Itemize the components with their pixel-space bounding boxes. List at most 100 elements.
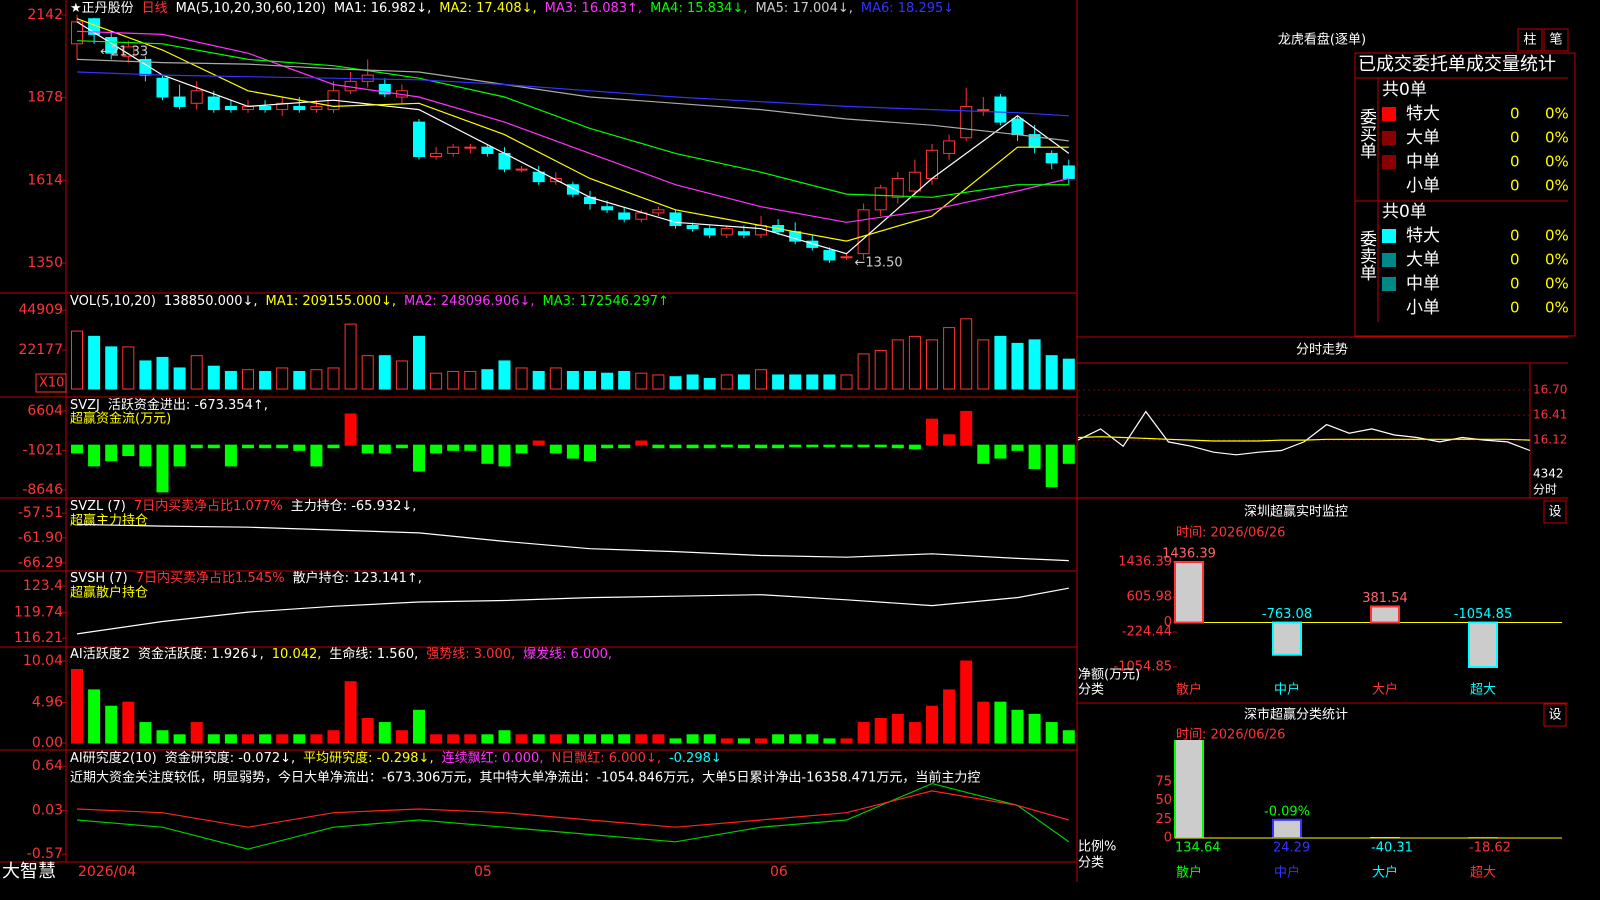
row-pct: 0%: [1545, 275, 1569, 293]
toggle-button[interactable]: [1543, 28, 1569, 52]
bar-group: [1174, 740, 1498, 838]
bar: [1468, 621, 1498, 669]
bar: [806, 734, 819, 744]
y-tick-label: 16.41: [1533, 408, 1567, 422]
x-tick-label: 超大: [1470, 683, 1496, 698]
bar: [1011, 444, 1024, 451]
row-name: 小单: [1406, 298, 1440, 318]
indicator-header: SVZJ 活跃资金进出: -673.354↑,: [70, 397, 268, 413]
volume-unit: X10: [39, 376, 64, 391]
candle-body: [378, 84, 391, 95]
y-tick-label: 0.64: [32, 758, 63, 774]
y-tick-label: -0.57: [27, 846, 63, 862]
header-item: MA1: 16.982↓,: [334, 1, 431, 16]
candle-body: [977, 109, 990, 112]
header-item: 7日内买卖净占比1.545%: [136, 570, 285, 586]
bar: [806, 374, 819, 390]
y-tick-label: 123.4: [23, 578, 63, 594]
indicator-line: [76, 58, 1069, 142]
x-tick-label: 大户: [1372, 682, 1398, 698]
bar: [139, 360, 152, 390]
bar: [259, 370, 272, 390]
bar: [926, 705, 938, 744]
bar: [977, 339, 990, 390]
bar: [532, 440, 545, 446]
bar: [669, 738, 682, 744]
bar: [361, 355, 374, 390]
price-annotation: ←13.50: [855, 256, 903, 271]
candle-body: [857, 209, 870, 255]
bar: [447, 734, 460, 744]
panel-title: 深市超赢分类统计: [1244, 707, 1348, 723]
bar: [703, 734, 716, 744]
bar: [242, 734, 254, 744]
bar: [327, 444, 340, 449]
row-count: 0: [1510, 299, 1520, 317]
bar: [703, 444, 716, 449]
bar: [977, 444, 990, 464]
bar: [378, 355, 391, 390]
toggle-button[interactable]: [1517, 28, 1543, 52]
bar: [498, 444, 511, 467]
indicator-header: ★正丹股份 日线 MA(5,10,20,30,60,120) MA1: 16.982↓…: [70, 1, 954, 16]
toggle-label[interactable]: 笔: [1549, 32, 1562, 48]
header-item: MA3: 16.083↑,: [545, 1, 642, 16]
toggle-label[interactable]: 柱: [1523, 33, 1536, 48]
candle-body: [618, 212, 631, 220]
settings-button[interactable]: [1543, 703, 1567, 727]
bar: [156, 730, 169, 744]
header-item: 爆发线: 6.000,: [523, 646, 612, 662]
y-tick-label: 119.74: [14, 605, 63, 621]
bar: [532, 734, 545, 744]
indicator-subtitle: 超赢散户持仓: [70, 585, 148, 601]
bar: [173, 734, 186, 744]
bar: [601, 372, 614, 390]
x-tick-label: 超大: [1470, 866, 1496, 881]
bar: [652, 374, 665, 390]
candle-body: [310, 105, 323, 111]
row-pct: 0%: [1545, 227, 1569, 245]
bar: [447, 370, 460, 390]
indicator-line: [76, 587, 1069, 635]
candle-body: [840, 256, 853, 259]
settings-button[interactable]: [1543, 500, 1567, 524]
header-item: 连续飘红: 0.000,: [442, 750, 544, 766]
y-label: 净额(万元): [1078, 668, 1140, 683]
candle-body: [207, 96, 220, 111]
row-count: 0: [1510, 227, 1520, 245]
panel-title: 龙虎看盘(逐单): [1278, 32, 1366, 48]
bar: [584, 734, 596, 744]
bar: [960, 318, 973, 390]
bar: [857, 444, 870, 448]
y-tick-label: 6604: [27, 403, 63, 419]
bar: [840, 738, 853, 744]
bar: [943, 689, 956, 744]
bar: [310, 444, 323, 467]
row-pct: 0%: [1545, 299, 1569, 317]
candle-body: [874, 187, 887, 211]
bar: [789, 374, 802, 390]
bar: [481, 444, 494, 464]
unit-box: [35, 373, 67, 393]
bar: [755, 444, 767, 449]
row-name: 中单: [1406, 274, 1440, 294]
bar: [515, 734, 528, 744]
x-label: 分类: [1078, 856, 1104, 871]
settings-label[interactable]: 设: [1548, 708, 1561, 723]
bar: [549, 367, 562, 390]
settings-label[interactable]: 设: [1548, 505, 1561, 520]
bar: [960, 660, 973, 744]
bar-value: 1436.39: [1162, 547, 1216, 562]
y-tick-label: 1436.39: [1118, 555, 1172, 570]
group-total: 共0单: [1382, 202, 1427, 222]
time-label: 时间: 2026/06/26: [1176, 526, 1285, 541]
bar: [994, 701, 1007, 744]
candle-body: [635, 212, 648, 220]
y-label: 比例%: [1078, 840, 1116, 855]
indicator-line: [76, 18, 1069, 242]
y-tick-label: 0.03: [32, 803, 63, 819]
frames: [0, 0, 1576, 882]
date-label: 05: [474, 864, 492, 880]
bar: [276, 734, 289, 744]
